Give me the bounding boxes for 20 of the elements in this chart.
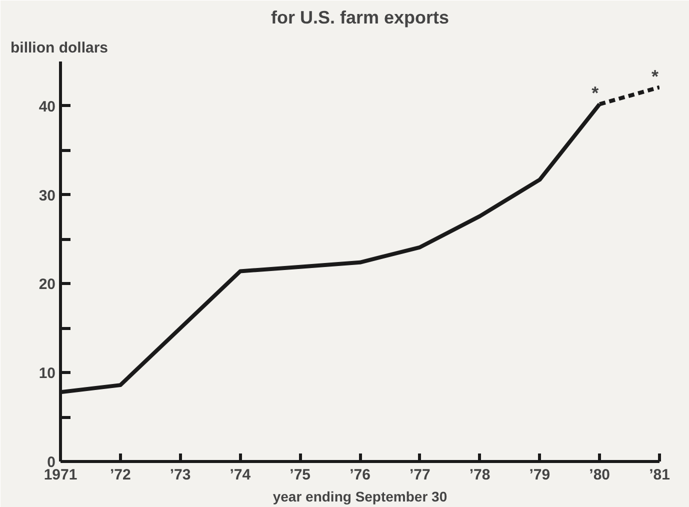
x-tick-label: ’78: [469, 466, 490, 484]
annotation: *: [651, 66, 659, 86]
chart-title: for U.S. farm exports: [270, 8, 450, 28]
y-axis-title: billion dollars: [10, 40, 108, 56]
x-tick-label: ’77: [409, 466, 430, 484]
x-tick-label: ’80: [589, 466, 610, 484]
y-tick-label: 20: [38, 276, 56, 294]
x-tick-label: ’76: [350, 466, 370, 484]
annotation: *: [592, 83, 599, 104]
x-tick-label: ’79: [529, 466, 550, 484]
y-tick-label: 30: [38, 187, 56, 204]
x-axis-title: year ending September 30: [272, 488, 448, 504]
y-tick-label: 40: [38, 98, 56, 116]
x-tick-label: 1971: [44, 466, 78, 484]
x-tick-label: ’72: [110, 466, 131, 484]
x-tick-label: ’75: [290, 466, 311, 484]
x-tick-label: ’73: [170, 466, 191, 484]
x-tick-label: ’74: [230, 466, 252, 484]
x-tick-label: ’81: [649, 466, 670, 484]
y-tick-label: 10: [38, 365, 56, 382]
